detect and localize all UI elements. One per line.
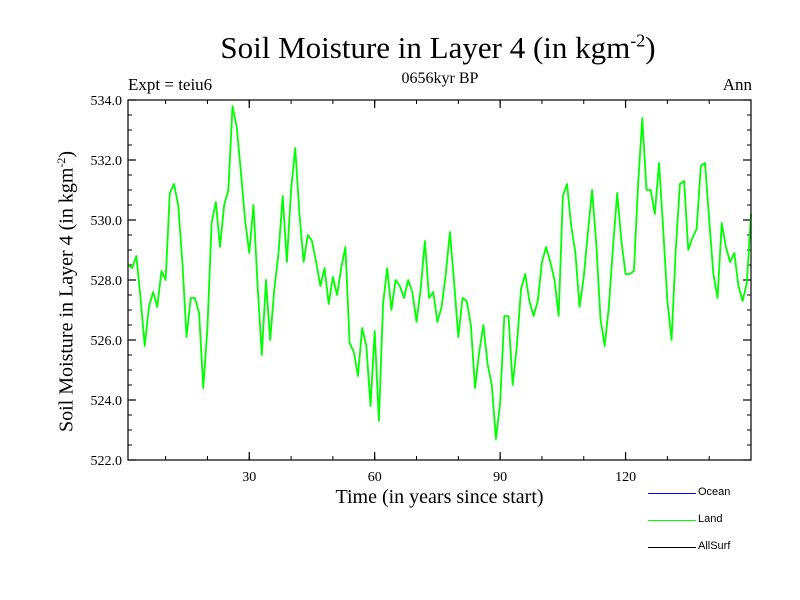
x-tick-label: 120 — [615, 470, 636, 485]
y-tick-label: 534.0 — [91, 94, 123, 109]
legend-label-ocean: Ocean — [698, 486, 731, 498]
legend-swatch-allsurf — [648, 547, 696, 548]
season-label: Ann — [722, 75, 752, 94]
chart-title: Soil Moisture in Layer 4 (in kgm-2) — [0, 30, 800, 66]
legend: Ocean Land AllSurf — [648, 484, 798, 574]
x-tick-label: 30 — [242, 470, 256, 485]
legend-label-land: Land — [698, 513, 723, 525]
legend-swatch-ocean — [648, 493, 696, 494]
x-tick-label: 90 — [493, 470, 507, 485]
chart-title-text: Soil Moisture in Layer 4 (in kgm — [220, 30, 631, 65]
y-tick-label: 528.0 — [91, 274, 123, 289]
plot-frame — [127, 99, 752, 461]
y-tick-label: 530.0 — [91, 214, 123, 229]
x-tick-label: 60 — [368, 470, 382, 485]
legend-label-allsurf: AllSurf — [698, 540, 731, 552]
legend-swatch-land — [648, 520, 696, 521]
experiment-label: Expt = teiu6 — [128, 75, 213, 94]
chart-title-exponent: -2 — [630, 30, 646, 51]
chart-subtitle: 0656kyr BP — [401, 70, 479, 87]
x-axis-label: Time (in years since start) — [335, 486, 544, 508]
y-tick-label: 524.0 — [91, 394, 123, 409]
y-tick-label: 522.0 — [91, 454, 123, 469]
chart-title-close: ) — [645, 30, 656, 65]
y-tick-label: 526.0 — [91, 334, 123, 349]
series-line-land — [127, 105, 752, 440]
y-tick-label: 532.0 — [91, 154, 123, 169]
